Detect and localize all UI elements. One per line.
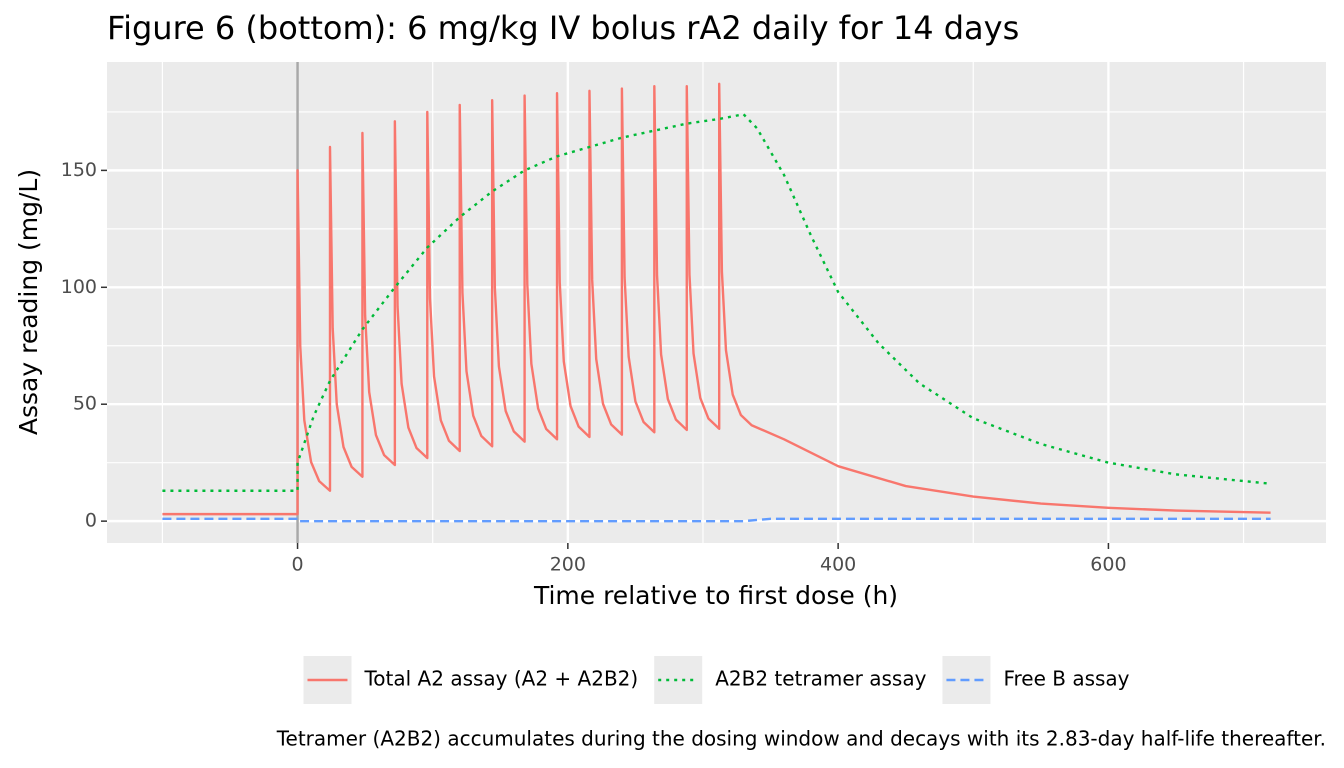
y-tick-label: 100: [61, 276, 97, 298]
legend-label: Free B assay: [1003, 667, 1129, 691]
caption: Tetramer (A2B2) accumulates during the d…: [276, 727, 1326, 751]
lines: [162, 62, 1271, 543]
x-tick-label: 200: [550, 554, 586, 576]
legend-label: A2B2 tetramer assay: [715, 667, 926, 691]
x-tick-label: 400: [820, 554, 856, 576]
series-line: [162, 113, 1271, 492]
y-tick-label: 50: [73, 393, 97, 415]
x-tick-label: 0: [292, 554, 304, 576]
y-tick-label: 0: [85, 510, 97, 532]
legend-key: [654, 656, 703, 704]
y-tick-label: 150: [61, 159, 97, 181]
series-line: [162, 82, 1271, 516]
chart-title: Figure 6 (bottom): 6 mg/kg IV bolus rA2 …: [107, 9, 1019, 47]
series-line: [162, 517, 1271, 523]
legend: Total A2 assay (A2 + A2B2) A2B2 tetramer …: [303, 656, 1130, 704]
x-tick-label: 600: [1090, 554, 1126, 576]
x-axis-title: Time relative to first dose (h): [533, 581, 898, 610]
panel: [107, 62, 1326, 543]
legend-label: Total A2 assay (A2 + A2B2): [363, 667, 638, 691]
y-axis-title: Assay reading (mg/L): [14, 169, 43, 435]
